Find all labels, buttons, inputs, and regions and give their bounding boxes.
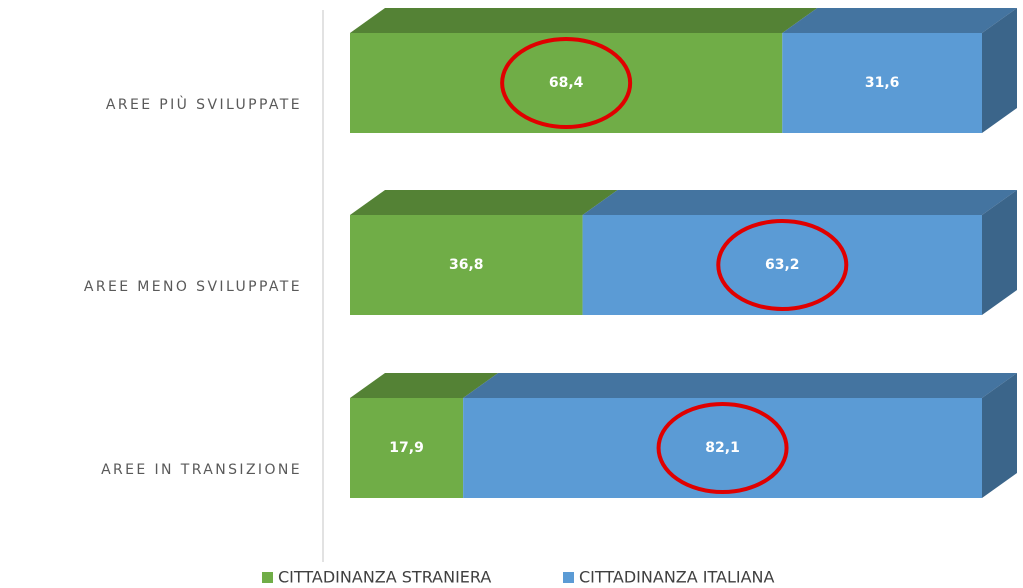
data-label: 36,8	[449, 257, 484, 273]
bar-top	[782, 8, 1017, 33]
legend-swatch	[262, 572, 273, 583]
bar-top	[463, 373, 1017, 398]
bar-side	[982, 8, 1017, 133]
bar-side	[982, 373, 1017, 498]
highlight-circle	[500, 37, 633, 129]
highlight-circle	[656, 402, 789, 494]
highlight-circle	[716, 219, 849, 311]
bar-side	[982, 190, 1017, 315]
legend-label: CITTADINANZA ITALIANA	[579, 568, 775, 587]
bar-top	[350, 373, 499, 398]
data-label: 63,2	[765, 257, 800, 273]
legend-swatch	[563, 572, 574, 583]
bar	[350, 398, 464, 498]
category-label: AREE PIÙ SVILUPPATE	[106, 95, 302, 113]
bar	[782, 33, 982, 133]
data-label: 82,1	[705, 440, 740, 456]
bar	[582, 215, 982, 315]
legend-label: CITTADINANZA STRANIERA	[278, 568, 491, 587]
bar-top	[582, 190, 1017, 215]
data-label: 17,9	[389, 440, 424, 456]
data-label: 31,6	[865, 75, 900, 91]
bar-top	[350, 8, 818, 33]
bar	[350, 215, 583, 315]
category-label: AREE MENO SVILUPPATE	[84, 279, 302, 295]
bar-top	[350, 190, 618, 215]
bar	[350, 33, 783, 133]
category-label: AREE IN TRANSIZIONE	[101, 462, 302, 478]
data-label: 68,4	[549, 75, 584, 91]
bar	[463, 398, 982, 498]
